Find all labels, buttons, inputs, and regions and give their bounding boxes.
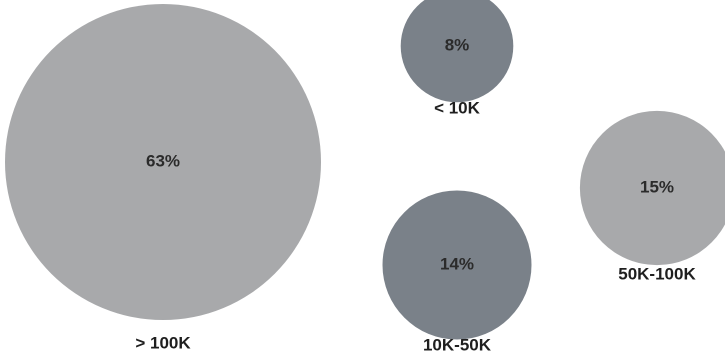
bubble-group-under-10k: 8% < 10K [400, 0, 514, 117]
bubble-50k-100k [579, 110, 725, 266]
bubble-group-over-100k: 63% > 100K [5, 4, 321, 352]
bubble-10k-50k [382, 190, 532, 340]
bubble-group-50k-100k: 15% 50K-100K [579, 110, 725, 283]
bubble-value-under-10k: 8% [445, 35, 470, 54]
bubble-value-over-100k: 63% [146, 151, 180, 170]
bubble-under-10k [400, 0, 514, 103]
bubble-over-100k [5, 4, 321, 320]
bubble-label-under-10k: < 10K [434, 98, 481, 117]
bubble-value-50k-100k: 15% [640, 177, 674, 196]
bubble-label-50k-100k: 50K-100K [618, 264, 696, 283]
bubble-label-over-100k: > 100K [135, 333, 191, 352]
bubble-value-10k-50k: 14% [440, 254, 474, 273]
bubble-label-10k-50k: 10K-50K [423, 335, 492, 354]
bubble-group-10k-50k: 14% 10K-50K [382, 190, 532, 354]
